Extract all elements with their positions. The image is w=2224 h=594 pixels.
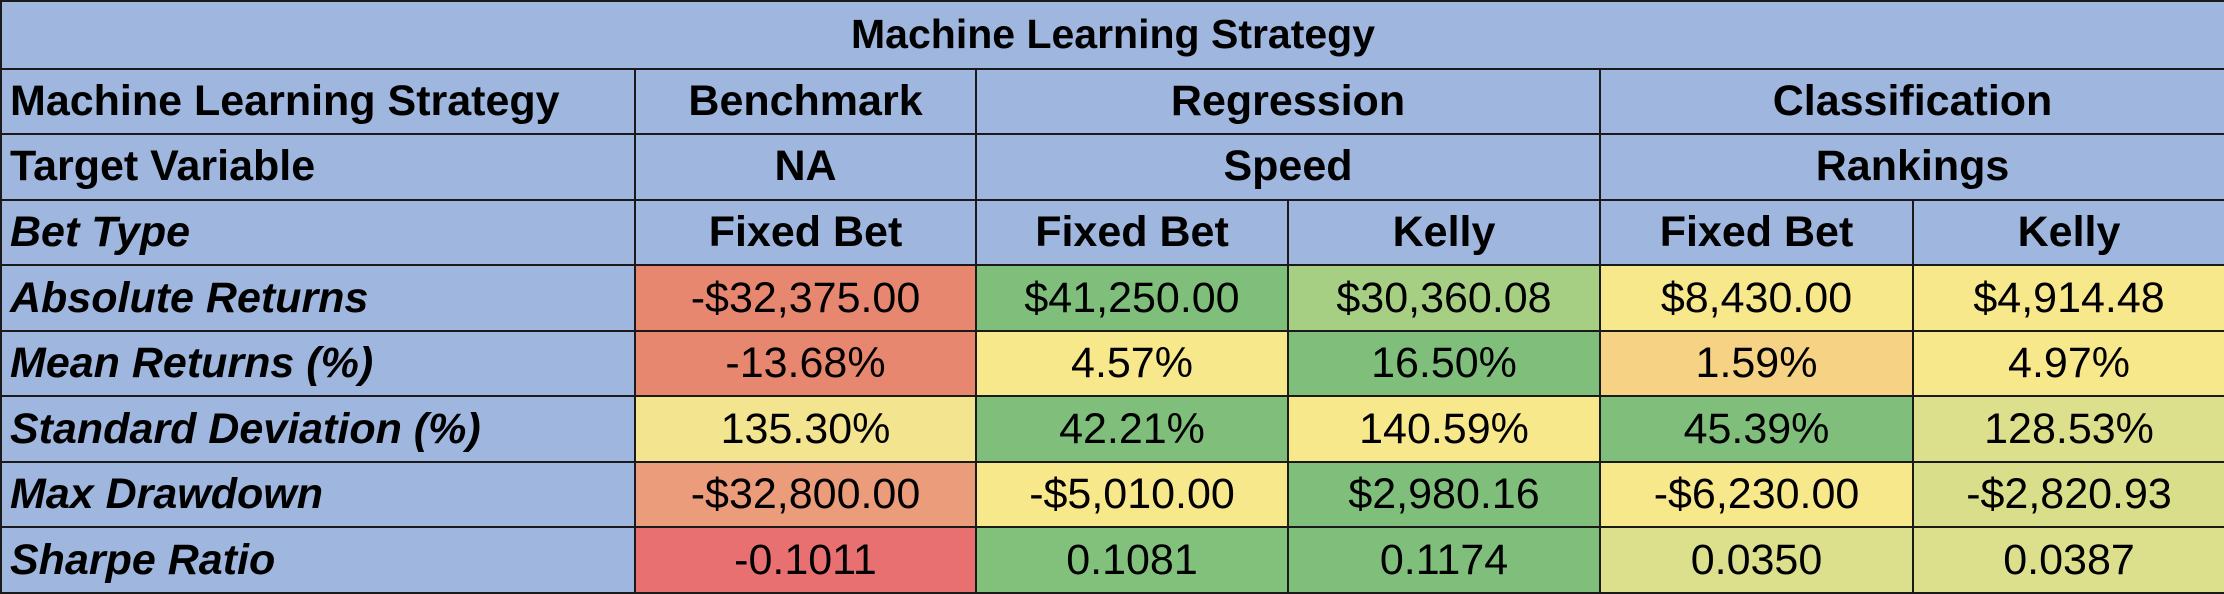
row-label: Sharpe Ratio (0, 526, 636, 594)
value-cell: -$2,820.93 (1911, 460, 2224, 529)
data-row-standard-deviation: Standard Deviation (%) 135.30% 42.21% 140.5… (0, 395, 2224, 463)
header-cell: NA (634, 133, 977, 201)
data-row-max-drawdown: Max Drawdown -$32,800.00 -$5,010.00 $2,980.… (0, 460, 2224, 529)
data-row-absolute-returns: Absolute Returns -$32,375.00 $41,250.00 $30… (0, 264, 2224, 332)
header-cell: Benchmark (634, 67, 977, 136)
value-cell: 4.57% (975, 329, 1289, 398)
header-cell: Fixed Bet (634, 198, 977, 267)
header-row-machine-learning-strategy: Machine Learning Strategy Benchmark Regres… (0, 67, 2224, 136)
title-row: Machine Learning Strategy (0, 0, 2224, 70)
value-cell: 42.21% (975, 395, 1289, 463)
value-cell: 0.1081 (975, 526, 1289, 594)
value-cell: -0.1011 (634, 526, 977, 594)
value-cell: 45.39% (1599, 395, 1914, 463)
header-cell: Fixed Bet (1599, 198, 1914, 267)
value-cell: -$5,010.00 (975, 460, 1289, 529)
value-cell: -13.68% (634, 329, 977, 398)
header-cell: Kelly (1287, 198, 1601, 267)
value-cell: $2,980.16 (1287, 460, 1601, 529)
header-cell: Classification (1598, 67, 2224, 136)
row-label: Max Drawdown (0, 460, 636, 529)
header-cell: Regression (975, 67, 1601, 136)
value-cell: 0.0387 (1911, 526, 2224, 594)
data-row-sharpe-ratio: Sharpe Ratio -0.1011 0.1081 0.1174 0.0350 0.0… (0, 526, 2224, 594)
table-title: Machine Learning Strategy (0, 0, 2224, 70)
value-cell: 16.50% (1287, 329, 1601, 398)
header-cell: Rankings (1598, 133, 2224, 201)
value-cell: -$6,230.00 (1599, 460, 1914, 529)
value-cell: $41,250.00 (975, 264, 1289, 332)
value-cell: 0.1174 (1287, 526, 1601, 594)
row-label: Standard Deviation (%) (0, 395, 636, 463)
header-row-target-variable: Target Variable NA Speed Rankings (0, 133, 2224, 201)
row-label: Mean Returns (%) (0, 329, 636, 398)
value-cell: 1.59% (1599, 329, 1914, 398)
value-cell: $4,914.48 (1911, 264, 2224, 332)
value-cell: -$32,800.00 (634, 460, 977, 529)
value-cell: 135.30% (634, 395, 977, 463)
row-label: Machine Learning Strategy (0, 67, 636, 136)
value-cell: 0.0350 (1599, 526, 1914, 594)
row-label: Bet Type (0, 198, 636, 267)
header-cell: Speed (975, 133, 1601, 201)
header-cell: Fixed Bet (975, 198, 1289, 267)
value-cell: 128.53% (1911, 395, 2224, 463)
value-cell: -$32,375.00 (634, 264, 977, 332)
row-label: Target Variable (0, 133, 636, 201)
value-cell: 4.97% (1911, 329, 2224, 398)
data-row-mean-returns: Mean Returns (%) -13.68% 4.57% 16.50% 1.59% 4… (0, 329, 2224, 398)
header-cell: Kelly (1911, 198, 2224, 267)
row-label: Absolute Returns (0, 264, 636, 332)
value-cell: $8,430.00 (1599, 264, 1914, 332)
value-cell: $30,360.08 (1287, 264, 1601, 332)
value-cell: 140.59% (1287, 395, 1601, 463)
header-row-bet-type: Bet Type Fixed Bet Fixed Bet Kelly Fixed Bet… (0, 198, 2224, 267)
